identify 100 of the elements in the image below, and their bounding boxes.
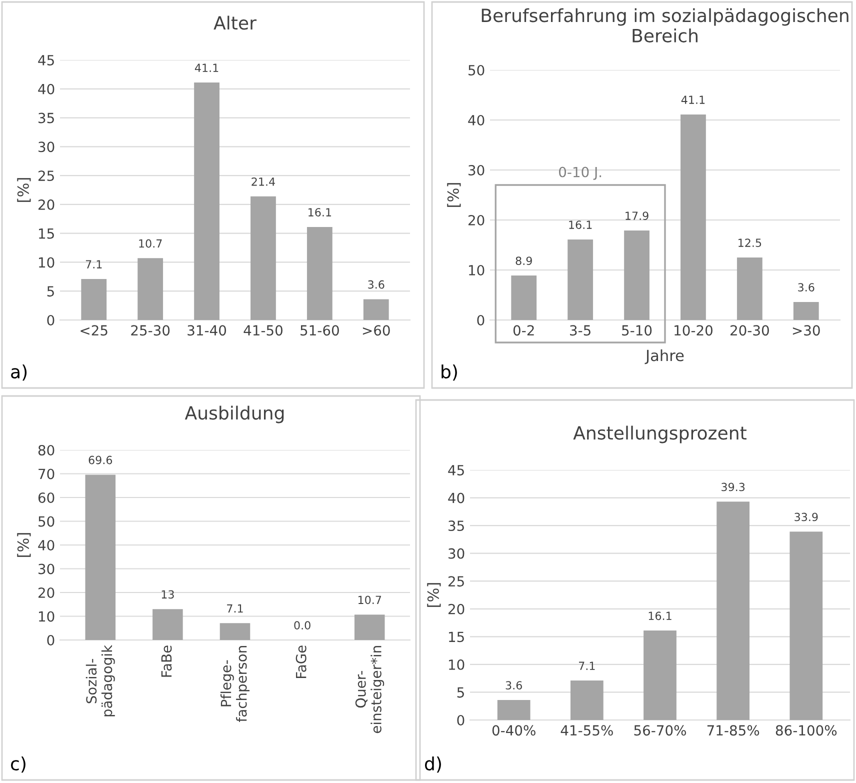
x-tick-label: >60 xyxy=(362,325,390,336)
x-tick-label: 10-20 xyxy=(674,325,712,336)
x-tick-label: 20-30 xyxy=(730,325,769,336)
y-tick-label: 20 xyxy=(448,604,464,614)
y-tick-label: 35 xyxy=(448,520,464,532)
x-tick-label: Sozial- pädagogik xyxy=(86,644,115,716)
data-label: 7.1 xyxy=(579,662,595,670)
y-tick-label: 45 xyxy=(38,55,54,66)
y-tick-label: 5 xyxy=(457,687,464,698)
bar xyxy=(790,532,823,720)
y-tick-label: 20 xyxy=(38,587,54,598)
y-tick-label: 40 xyxy=(38,540,54,550)
bar xyxy=(736,258,762,320)
bar xyxy=(680,114,706,320)
y-tick-label: 0 xyxy=(47,634,54,646)
y-tick-label: 40 xyxy=(38,84,54,94)
y-tick-label: 60 xyxy=(38,492,54,503)
y-tick-label: 80 xyxy=(38,444,54,456)
data-label: 16.1 xyxy=(648,612,672,620)
bar xyxy=(793,302,819,320)
data-label: 10.7 xyxy=(358,596,382,604)
x-axis-title: Jahre xyxy=(644,349,684,364)
bar xyxy=(363,299,389,320)
chart-title: Alter xyxy=(214,16,256,30)
data-label: 3.6 xyxy=(798,283,814,292)
bar xyxy=(194,82,220,320)
y-tick-label: 40 xyxy=(448,492,464,504)
y-axis-title: [%] xyxy=(17,533,31,557)
bar xyxy=(81,278,107,320)
y-tick-label: 10 xyxy=(38,611,54,622)
y-tick-label: 35 xyxy=(38,112,54,124)
x-tick-label: <25 xyxy=(80,325,108,336)
data-label: 7.1 xyxy=(86,260,102,268)
bar xyxy=(138,258,164,320)
bar xyxy=(511,276,537,320)
chart-title: Anstellungsprozent xyxy=(573,426,746,444)
x-tick-label: Pflege- fachperson xyxy=(220,646,250,722)
chart-title: Ausbildung xyxy=(184,406,284,424)
bar xyxy=(497,700,530,720)
x-tick-label: 5-10 xyxy=(622,325,652,336)
y-tick-label: 70 xyxy=(38,468,54,480)
x-tick-label: >30 xyxy=(792,325,820,336)
x-tick-label: 25-30 xyxy=(131,325,170,336)
y-tick-label: 10 xyxy=(448,659,464,670)
text: c) xyxy=(10,756,26,773)
y-axis-title: [%] xyxy=(17,178,31,202)
x-tick-label: 51-60 xyxy=(300,325,339,336)
bar xyxy=(568,240,594,320)
y-tick-label: 30 xyxy=(38,564,54,574)
data-label: 41.1 xyxy=(194,64,218,72)
y-tick-label: 30 xyxy=(468,164,484,176)
y-tick-label: 25 xyxy=(448,576,464,587)
data-label: 8.9 xyxy=(516,256,532,266)
y-tick-label: 0 xyxy=(47,314,54,326)
y-tick-label: 15 xyxy=(38,228,54,239)
y-tick-label: 20 xyxy=(468,214,484,226)
text: b) xyxy=(442,364,457,381)
y-tick-label: 0 xyxy=(457,714,464,726)
data-label: 10.7 xyxy=(139,239,162,248)
data-label: 41.1 xyxy=(681,96,705,104)
bar xyxy=(570,680,604,720)
data-label: 16.1 xyxy=(569,220,592,230)
data-label: 3.6 xyxy=(368,280,384,289)
bar xyxy=(152,609,183,640)
chart-title: Berufserfahrung im sozialpädagogischen Bereich xyxy=(482,8,848,42)
x-tick-label: 86-100% xyxy=(776,725,837,736)
bar xyxy=(250,196,276,320)
data-label: 69.6 xyxy=(88,456,112,464)
x-tick-label: Quer- einsteiger*in xyxy=(355,646,384,734)
data-label: 7.1 xyxy=(227,604,243,612)
y-tick-label: 20 xyxy=(38,199,54,210)
x-tick-label: 31-40 xyxy=(188,325,226,336)
y-axis-title: [%] xyxy=(447,183,461,207)
data-label: 12.5 xyxy=(738,238,762,248)
bar xyxy=(85,474,116,640)
bar xyxy=(644,630,676,720)
y-tick-label: 10 xyxy=(38,257,54,268)
y-tick-label: 45 xyxy=(448,465,464,476)
text: d) xyxy=(424,756,441,773)
x-tick-label: 71-85% xyxy=(707,725,760,736)
y-tick-label: 30 xyxy=(448,548,464,559)
x-tick-label: 3-5 xyxy=(570,325,590,336)
x-tick-label: 0-40% xyxy=(492,725,536,736)
data-label: 33.9 xyxy=(794,512,818,522)
bar xyxy=(306,226,332,320)
y-tick-label: 50 xyxy=(468,64,484,76)
bar xyxy=(716,502,750,720)
data-label: 21.4 xyxy=(252,177,275,186)
y-tick-label: 10 xyxy=(468,264,484,276)
y-tick-label: 25 xyxy=(38,170,54,182)
y-tick-label: 50 xyxy=(38,516,54,527)
y-tick-label: 0 xyxy=(477,314,484,326)
annotation: 0-10 J. xyxy=(559,166,602,180)
bar xyxy=(354,614,385,640)
y-tick-label: 15 xyxy=(448,632,464,642)
y-tick-label: 5 xyxy=(47,286,54,297)
text: a) xyxy=(11,364,27,381)
x-tick-label: 56-70% xyxy=(634,725,686,736)
data-label: 39.3 xyxy=(722,482,745,492)
x-tick-label: FaBe xyxy=(161,646,172,677)
